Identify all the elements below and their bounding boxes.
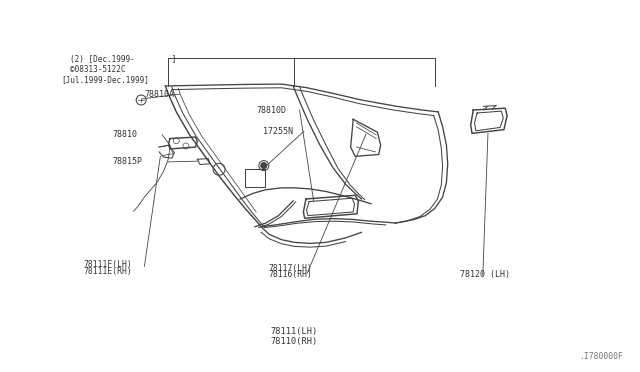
- Text: (2) [Dec.1999-        ]: (2) [Dec.1999- ]: [70, 55, 176, 64]
- Text: 78810: 78810: [113, 130, 138, 140]
- Text: 78116(RH): 78116(RH): [269, 270, 313, 279]
- Text: .I780000F: .I780000F: [579, 352, 623, 361]
- Text: [Jul.1999-Dec.1999]: [Jul.1999-Dec.1999]: [61, 75, 149, 84]
- Text: 78111F(LH): 78111F(LH): [84, 260, 132, 269]
- Text: 78810D: 78810D: [256, 106, 286, 115]
- Text: 78111E(RH): 78111E(RH): [84, 267, 132, 276]
- Text: ©08313-5122C: ©08313-5122C: [70, 65, 125, 74]
- Text: 78110(RH): 78110(RH): [271, 337, 318, 346]
- Text: 78120 (LH): 78120 (LH): [461, 270, 511, 279]
- Text: 78111(LH): 78111(LH): [271, 327, 318, 336]
- Text: 78810A: 78810A: [145, 90, 174, 99]
- Text: 17255N: 17255N: [262, 126, 292, 136]
- Text: 78117(LH): 78117(LH): [269, 264, 313, 273]
- Circle shape: [261, 163, 267, 169]
- Bar: [245, 169, 265, 186]
- Text: 78815P: 78815P: [113, 157, 143, 166]
